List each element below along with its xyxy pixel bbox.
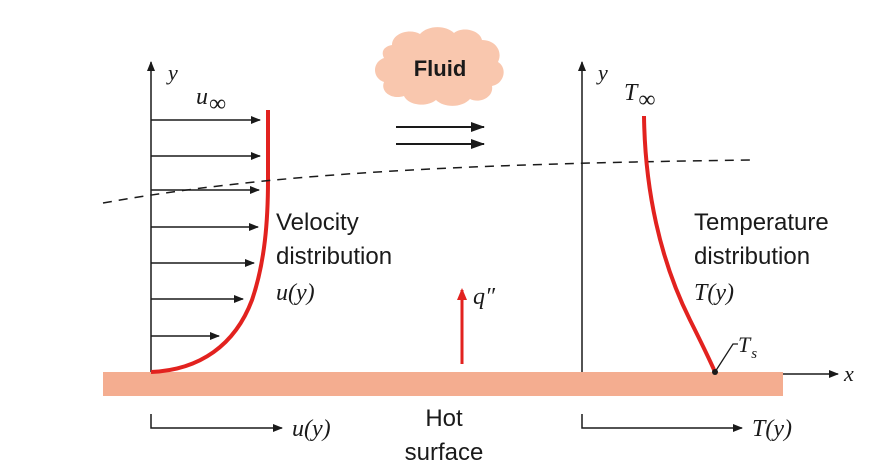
hot-surface-label-line1: Hot — [425, 405, 463, 432]
velocity-arrows — [151, 116, 261, 340]
surface-temperature-leader — [714, 343, 738, 373]
velocity-y-axis-label: y — [166, 60, 178, 85]
temperature-label-line2: distribution — [694, 243, 810, 270]
velocity-label-line2: distribution — [276, 243, 392, 270]
fluid-cloud: Fluid — [375, 27, 504, 106]
hot-surface-plate — [103, 372, 783, 396]
heat-flux-label: q″ — [473, 284, 496, 310]
freestream-velocity-label: u∞ — [196, 84, 226, 117]
hot-surface-label-line2: surface — [405, 439, 484, 466]
temperature-label-line1: Temperature — [694, 209, 829, 236]
temperature-profile-curve — [642, 115, 717, 373]
velocity-bottom-axis — [150, 414, 283, 432]
temperature-bottom-axis-label: T(y) — [752, 416, 792, 442]
boundary-layer-edge — [102, 159, 753, 204]
velocity-label-line1: Velocity — [276, 209, 359, 236]
freestream-temperature-label: T∞ — [624, 80, 655, 113]
velocity-profile-curve — [150, 110, 270, 374]
temperature-label-line3: T(y) — [694, 280, 734, 306]
velocity-label-line3: u(y) — [276, 280, 315, 306]
fluid-label: Fluid — [414, 56, 467, 81]
temperature-bottom-axis — [581, 414, 743, 432]
temperature-y-axis-label: y — [596, 60, 608, 85]
velocity-bottom-axis-label: u(y) — [292, 416, 331, 442]
x-axis-label: x — [843, 361, 854, 386]
surface-temperature-label: Ts — [738, 332, 757, 362]
